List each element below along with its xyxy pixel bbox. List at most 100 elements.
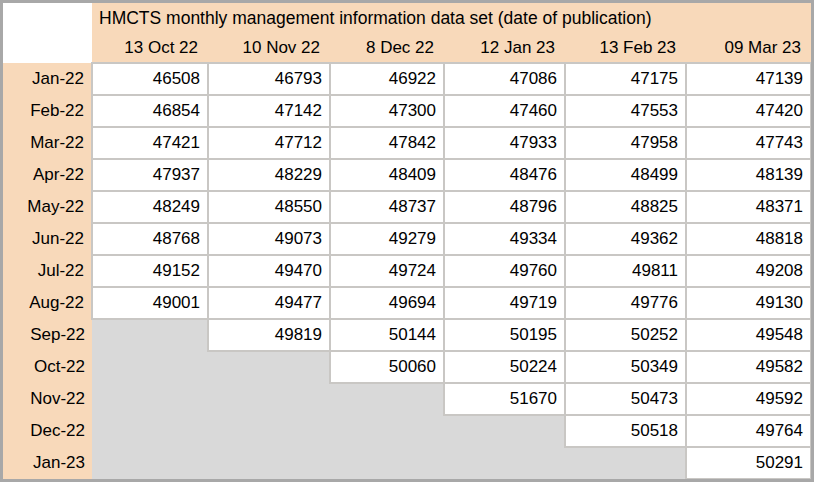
data-cell: 49362 <box>565 223 686 255</box>
data-cell: 50224 <box>444 351 565 383</box>
data-cell: 47712 <box>208 127 330 159</box>
table-body: Jan-22465084679346922470864717547139Feb-… <box>3 63 811 479</box>
data-cell: 50349 <box>565 351 686 383</box>
data-cell: 50291 <box>686 447 811 479</box>
empty-cell <box>565 447 686 479</box>
empty-cell <box>92 319 208 351</box>
data-cell: 49279 <box>330 223 444 255</box>
empty-cell <box>208 383 330 415</box>
empty-cell <box>330 447 444 479</box>
table-row: Feb-22468544714247300474604755347420 <box>3 95 811 127</box>
data-cell: 49760 <box>444 255 565 287</box>
data-cell: 50518 <box>565 415 686 447</box>
data-cell: 49130 <box>686 287 811 319</box>
data-cell: 48249 <box>92 191 208 223</box>
empty-cell <box>92 383 208 415</box>
spreadsheet-table: HMCTS monthly management information dat… <box>0 0 814 482</box>
column-header-13-oct-22: 13 Oct 22 <box>92 34 208 63</box>
data-cell: 49334 <box>444 223 565 255</box>
data-cell: 49776 <box>565 287 686 319</box>
data-cell: 47300 <box>330 95 444 127</box>
data-cell: 49592 <box>686 383 811 415</box>
data-cell: 48476 <box>444 159 565 191</box>
data-cell: 49548 <box>686 319 811 351</box>
data-cell: 49724 <box>330 255 444 287</box>
data-cell: 49073 <box>208 223 330 255</box>
data-cell: 49208 <box>686 255 811 287</box>
row-label-jun-22: Jun-22 <box>3 223 92 255</box>
data-cell: 50252 <box>565 319 686 351</box>
empty-cell <box>92 447 208 479</box>
row-label-aug-22: Aug-22 <box>3 287 92 319</box>
table-title: HMCTS monthly management information dat… <box>92 3 811 34</box>
data-cell: 47142 <box>208 95 330 127</box>
data-cell: 47958 <box>565 127 686 159</box>
data-cell: 47460 <box>444 95 565 127</box>
data-cell: 47743 <box>686 127 811 159</box>
empty-cell <box>208 447 330 479</box>
data-cell: 48818 <box>686 223 811 255</box>
table-row: May-22482494855048737487964882548371 <box>3 191 811 223</box>
data-cell: 47937 <box>92 159 208 191</box>
data-cell: 47139 <box>686 63 811 95</box>
column-header-12-jan-23: 12 Jan 23 <box>444 34 565 63</box>
row-label-dec-22: Dec-22 <box>3 415 92 447</box>
row-label-jul-22: Jul-22 <box>3 255 92 287</box>
row-label-feb-22: Feb-22 <box>3 95 92 127</box>
data-cell: 46922 <box>330 63 444 95</box>
table-row: Mar-22474214771247842479334795847743 <box>3 127 811 159</box>
empty-cell <box>444 447 565 479</box>
empty-cell <box>92 351 208 383</box>
data-cell: 48550 <box>208 191 330 223</box>
data-cell: 50144 <box>330 319 444 351</box>
data-cell: 49001 <box>92 287 208 319</box>
table-row: Sep-224981950144501955025249548 <box>3 319 811 351</box>
data-cell: 48409 <box>330 159 444 191</box>
empty-cell <box>208 415 330 447</box>
data-cell: 47933 <box>444 127 565 159</box>
table-row: Apr-22479374822948409484764849948139 <box>3 159 811 191</box>
row-label-jan-23: Jan-23 <box>3 447 92 479</box>
empty-cell <box>208 351 330 383</box>
data-cell: 49811 <box>565 255 686 287</box>
table-row: Jan-23 50291 <box>3 447 811 479</box>
data-cell: 50060 <box>330 351 444 383</box>
column-header-09-mar-23: 09 Mar 23 <box>686 34 811 63</box>
data-cell: 47420 <box>686 95 811 127</box>
data-cell: 48768 <box>92 223 208 255</box>
data-cell: 47086 <box>444 63 565 95</box>
table-row: Jul-22491524947049724497604981149208 <box>3 255 811 287</box>
data-cell: 51670 <box>444 383 565 415</box>
data-cell: 47553 <box>565 95 686 127</box>
data-cell: 48229 <box>208 159 330 191</box>
data-table: HMCTS monthly management information dat… <box>3 3 812 480</box>
data-cell: 46793 <box>208 63 330 95</box>
data-cell: 49152 <box>92 255 208 287</box>
row-label-apr-22: Apr-22 <box>3 159 92 191</box>
row-label-oct-22: Oct-22 <box>3 351 92 383</box>
data-cell: 48371 <box>686 191 811 223</box>
row-label-mar-22: Mar-22 <box>3 127 92 159</box>
data-cell: 46508 <box>92 63 208 95</box>
data-cell: 48796 <box>444 191 565 223</box>
table-row: Oct-22 50060502245034949582 <box>3 351 811 383</box>
data-cell: 48499 <box>565 159 686 191</box>
data-cell: 49719 <box>444 287 565 319</box>
data-cell: 46854 <box>92 95 208 127</box>
title-row: HMCTS monthly management information dat… <box>3 3 811 34</box>
table-row: Nov-22 516705047349592 <box>3 383 811 415</box>
column-header-row: 13 Oct 2210 Nov 228 Dec 2212 Jan 2313 Fe… <box>3 34 811 63</box>
column-header-8-dec-22: 8 Dec 22 <box>330 34 444 63</box>
column-header-10-nov-22: 10 Nov 22 <box>208 34 330 63</box>
row-label-sep-22: Sep-22 <box>3 319 92 351</box>
row-label-may-22: May-22 <box>3 191 92 223</box>
empty-cell <box>92 415 208 447</box>
row-label-jan-22: Jan-22 <box>3 63 92 95</box>
data-cell: 48825 <box>565 191 686 223</box>
column-header-13-feb-23: 13 Feb 23 <box>565 34 686 63</box>
data-cell: 47421 <box>92 127 208 159</box>
data-cell: 50473 <box>565 383 686 415</box>
data-cell: 49582 <box>686 351 811 383</box>
row-label-nov-22: Nov-22 <box>3 383 92 415</box>
data-cell: 48737 <box>330 191 444 223</box>
